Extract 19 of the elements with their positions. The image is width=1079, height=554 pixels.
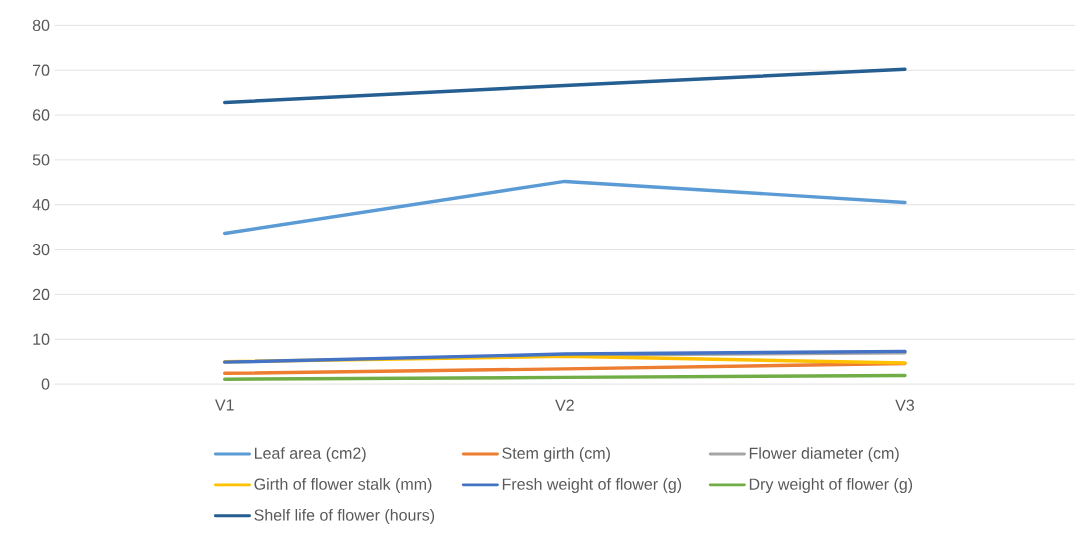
legend-label: Fresh weight of flower (g) xyxy=(502,478,682,494)
y-tick-label: 20 xyxy=(32,289,50,301)
x-tick-label: V3 xyxy=(895,399,915,412)
legend-label: Shelf life of flower (hours) xyxy=(254,509,435,525)
y-tick-label: 0 xyxy=(41,378,50,391)
y-tick-label: 50 xyxy=(32,154,50,166)
y-tick-label: 80 xyxy=(32,19,50,32)
x-tick-label: V2 xyxy=(555,399,574,411)
y-tick-label: 70 xyxy=(32,64,50,77)
legend-label: Leaf area (cm2) xyxy=(254,447,366,463)
y-tick-label: 30 xyxy=(32,244,50,256)
y-tick-label: 60 xyxy=(32,109,50,121)
y-tick-label: 10 xyxy=(33,333,50,346)
y-tick-label: 40 xyxy=(32,199,50,211)
legend-label: Flower diameter (cm) xyxy=(749,447,899,463)
legend-label: Dry weight of flower (g) xyxy=(749,478,913,494)
x-tick-label: V1 xyxy=(215,399,234,411)
legend-label: Stem girth (cm) xyxy=(502,447,610,463)
legend-label: Girth of flower stalk (mm) xyxy=(254,478,432,494)
